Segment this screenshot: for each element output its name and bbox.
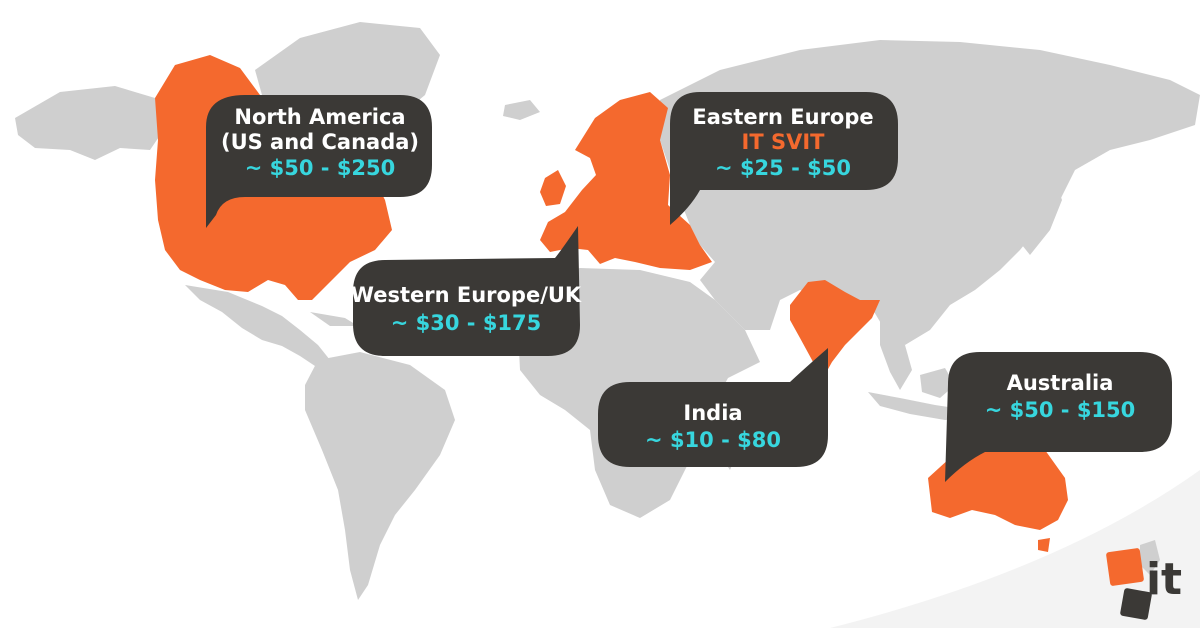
callout-australia: Australia ~ $50 - $150 — [945, 352, 1172, 482]
rate-range: ~ $30 - $175 — [391, 311, 542, 335]
region-name: Western Europe/UK — [351, 283, 582, 307]
brand-name: IT SVIT — [742, 130, 826, 154]
south-america — [305, 352, 455, 600]
rate-range: ~ $50 - $150 — [985, 398, 1136, 422]
central-america — [185, 285, 330, 368]
callout-bubble — [598, 348, 828, 467]
region-name: Australia — [1007, 371, 1114, 395]
caribbean — [310, 312, 358, 326]
callout-bubble — [945, 352, 1172, 482]
new-zealand — [1140, 540, 1160, 575]
region-name-line-2: (US and Canada) — [221, 130, 419, 154]
logo-orange-square — [1106, 548, 1144, 586]
logo-dark-square — [1120, 588, 1152, 620]
europe-region — [540, 92, 712, 270]
rate-range: ~ $10 - $80 — [645, 428, 781, 452]
rate-range: ~ $50 - $250 — [245, 156, 396, 180]
callout-bubble — [670, 92, 898, 225]
callout-eastern-europe: Eastern Europe IT SVIT ~ $25 - $50 — [670, 92, 898, 225]
asia — [660, 40, 1200, 345]
indonesia — [868, 392, 970, 420]
region-name-line-1: North America — [234, 105, 405, 129]
region-name: Eastern Europe — [692, 105, 873, 129]
it-svit-logo: it — [1106, 548, 1182, 620]
callout-north-america: North America (US and Canada) ~ $50 - $2… — [206, 95, 432, 228]
southeast-asia — [880, 310, 912, 390]
callout-india: India ~ $10 - $80 — [598, 348, 828, 467]
callout-western-europe: Western Europe/UK ~ $30 - $175 — [351, 226, 582, 356]
callout-bubble — [353, 226, 580, 356]
japan — [1022, 180, 1062, 255]
borneo — [920, 368, 955, 398]
region-name: India — [683, 401, 742, 425]
india-region — [790, 280, 880, 380]
rate-range: ~ $25 - $50 — [715, 156, 851, 180]
background-swoosh — [830, 470, 1200, 628]
logo-text: it — [1146, 554, 1182, 605]
alaska — [15, 86, 165, 160]
callout-bubble — [206, 95, 432, 228]
iceland — [503, 100, 540, 120]
